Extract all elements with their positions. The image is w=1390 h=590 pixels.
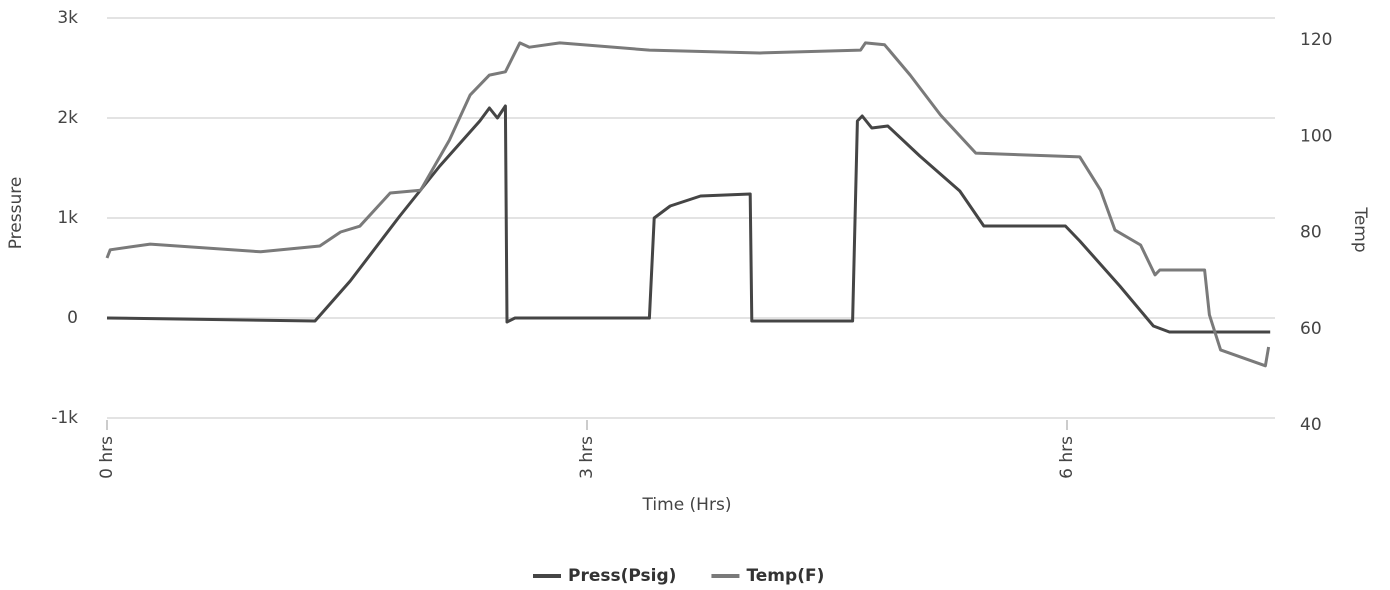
y2-tick-label: 100 [1300,126,1332,146]
y2-tick-label: 120 [1300,30,1332,50]
y-tick-label: 2k [57,108,78,128]
series-line [105,41,1271,368]
legend-label: Temp(F) [746,566,824,586]
series-line [106,104,1271,334]
x-axis-title: Time (Hrs) [642,495,732,515]
y-tick-label: 1k [57,208,78,228]
legend-label: Press(Psig) [568,566,676,586]
x-tick-label: 6 hrs [1057,436,1077,479]
legend: Press(Psig) Temp(F) [533,566,824,586]
y-axis-title: Pressure [6,177,26,250]
y2-tick-label: 60 [1300,319,1322,339]
y-tick-label: -1k [51,408,78,428]
x-tick-label: 0 hrs [97,436,117,479]
y2-tick-label: 80 [1300,223,1322,243]
y2-tick-label: 40 [1300,415,1322,435]
y-tick-label: 0 [67,308,78,328]
y-tick-label: 3k [57,8,78,28]
y2-axis-title: Temp [1350,206,1370,252]
x-tick-label: 3 hrs [577,436,597,479]
